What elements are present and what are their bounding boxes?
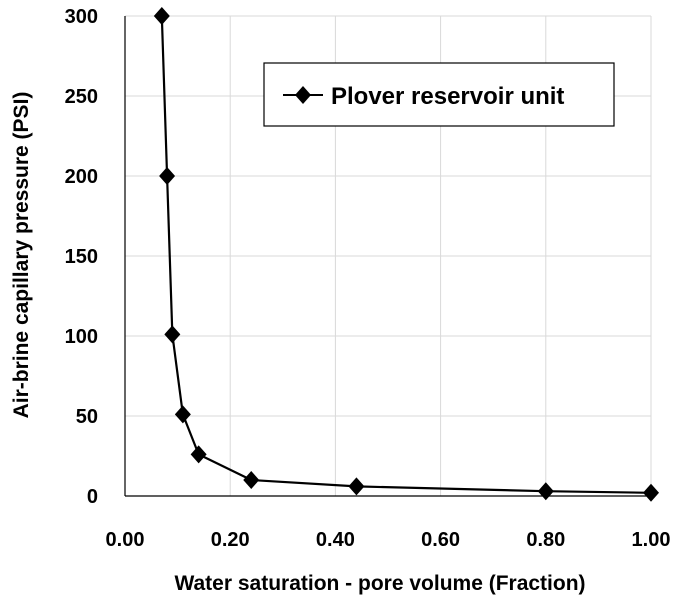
y-tick-label: 100: [65, 326, 98, 348]
data-point: [643, 483, 659, 502]
y-tick-label: 200: [65, 166, 98, 188]
data-point: [153, 7, 170, 25]
y-tick-label: 300: [65, 6, 98, 28]
data-point: [164, 325, 181, 344]
y-tick-label: 0: [87, 486, 98, 508]
legend: Plover reservoir unit: [263, 62, 615, 127]
data-point: [348, 477, 365, 496]
data-point: [243, 471, 260, 489]
y-tick-label: 50: [76, 406, 98, 428]
x-axis-title: Water saturation - pore volume (Fraction…: [174, 572, 585, 595]
y-tick-label: 150: [65, 246, 98, 268]
y-tick-label: 250: [65, 86, 98, 108]
x-tick-label: 0.60: [421, 529, 460, 551]
legend-label: Plover reservoir unit: [331, 83, 564, 110]
x-tick-label: 0.80: [526, 529, 565, 551]
data-point: [174, 405, 191, 424]
x-tick-label: 0.40: [316, 529, 355, 551]
data-point: [190, 445, 207, 464]
y-tick-labels: 0 50 100 150 200 250 300: [65, 6, 98, 508]
x-tick-label: 1.00: [632, 529, 671, 551]
series-group: [153, 7, 659, 502]
y-axis-title: Air-brine capillary pressure (PSI): [10, 92, 33, 419]
legend-marker: [295, 86, 311, 104]
x-tick-label: 0.00: [106, 529, 145, 551]
data-point: [159, 167, 176, 185]
x-tick-label: 0.20: [211, 529, 250, 551]
x-tick-labels: 0.00 0.20 0.40 0.60 0.80 1.00: [106, 529, 671, 551]
data-point: [537, 482, 554, 501]
